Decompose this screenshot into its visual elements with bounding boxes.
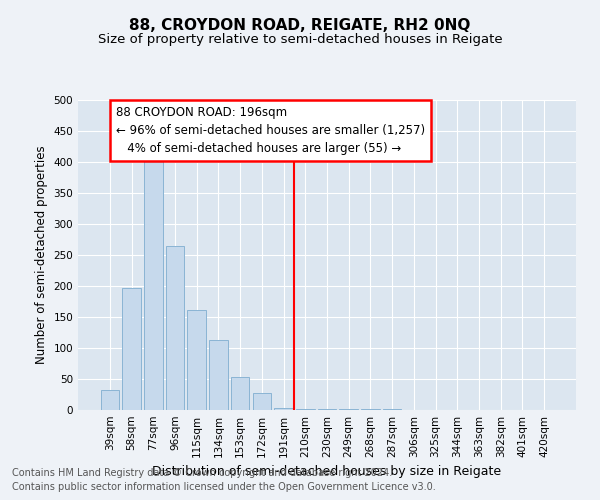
- Y-axis label: Number of semi-detached properties: Number of semi-detached properties: [35, 146, 48, 364]
- Bar: [253, 394, 271, 410]
- Bar: [187, 310, 206, 410]
- Bar: [274, 408, 293, 410]
- Text: Contains HM Land Registry data © Crown copyright and database right 2024.: Contains HM Land Registry data © Crown c…: [12, 468, 392, 477]
- Bar: [101, 390, 119, 410]
- Text: 88, CROYDON ROAD, REIGATE, RH2 0NQ: 88, CROYDON ROAD, REIGATE, RH2 0NQ: [130, 18, 470, 32]
- Text: Contains public sector information licensed under the Open Government Licence v3: Contains public sector information licen…: [12, 482, 436, 492]
- Bar: [122, 288, 141, 410]
- Bar: [296, 409, 314, 410]
- Bar: [166, 246, 184, 410]
- X-axis label: Distribution of semi-detached houses by size in Reigate: Distribution of semi-detached houses by …: [152, 466, 502, 478]
- Bar: [209, 340, 227, 410]
- Bar: [231, 377, 250, 410]
- Text: 88 CROYDON ROAD: 196sqm
← 96% of semi-detached houses are smaller (1,257)
   4% : 88 CROYDON ROAD: 196sqm ← 96% of semi-de…: [116, 106, 425, 155]
- Text: Size of property relative to semi-detached houses in Reigate: Size of property relative to semi-detach…: [98, 32, 502, 46]
- Bar: [144, 154, 163, 410]
